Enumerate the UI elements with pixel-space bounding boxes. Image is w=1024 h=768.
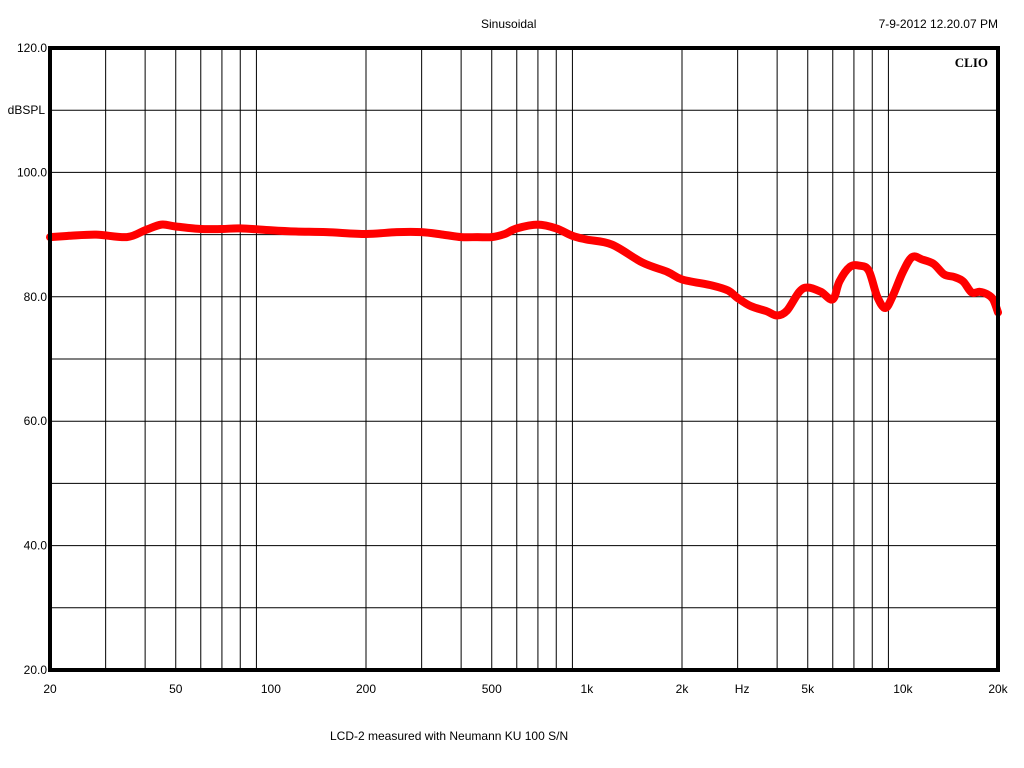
x-tick-label: 200 xyxy=(356,682,376,696)
x-tick-label: 50 xyxy=(169,682,183,696)
x-tick-label: 20k xyxy=(988,682,1008,696)
frequency-response-trace xyxy=(46,220,1002,320)
y-tick-label: 40.0 xyxy=(24,539,48,553)
x-tick-label: 1k xyxy=(581,682,595,696)
x-tick-label: 2k xyxy=(676,682,690,696)
y-tick-label: 100.0 xyxy=(17,165,47,179)
x-axis-label: Hz xyxy=(735,682,750,696)
y-tick-label: 20.0 xyxy=(24,663,48,677)
y-tick-label: 60.0 xyxy=(24,414,48,428)
x-tick-label: 5k xyxy=(801,682,815,696)
clio-brand-label: CLIO xyxy=(955,55,988,70)
chart-subtitle: Sinusoidal xyxy=(481,17,537,31)
measurement-caption: LCD-2 measured with Neumann KU 100 S/N xyxy=(330,729,569,743)
x-tick-label: 20 xyxy=(43,682,57,696)
x-tick-label: 500 xyxy=(482,682,502,696)
y-tick-label: 80.0 xyxy=(24,290,48,304)
x-tick-label: 100 xyxy=(261,682,281,696)
plot-frame xyxy=(48,46,1000,672)
y-axis-label: dBSPL xyxy=(8,103,46,117)
x-tick-label: 10k xyxy=(893,682,913,696)
y-tick-label: 120.0 xyxy=(17,41,47,55)
timestamp: 7-9-2012 12.20.07 PM xyxy=(878,17,998,31)
